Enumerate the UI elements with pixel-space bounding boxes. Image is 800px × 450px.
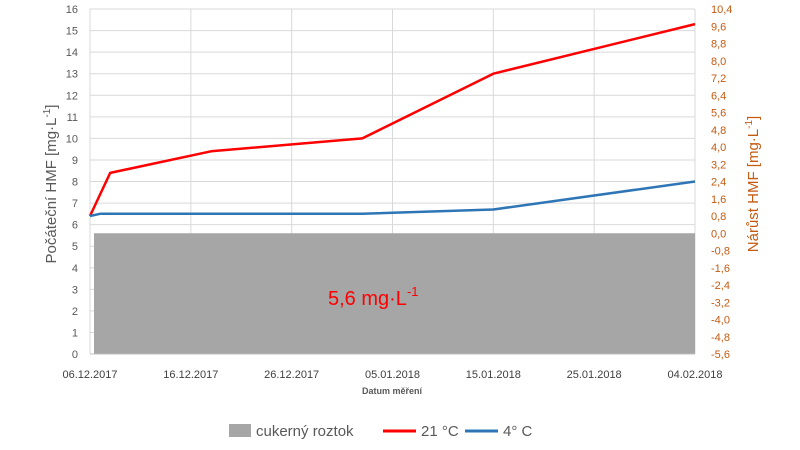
tick-label-right: -1,6 xyxy=(711,263,730,275)
tick-label-x: 15.01.2018 xyxy=(466,369,521,381)
tick-label-right: -4,8 xyxy=(711,332,730,344)
tick-label-x: 04.02.2018 xyxy=(667,369,722,381)
x-axis-title: Datum měření xyxy=(362,386,423,396)
tick-label-right: 0,8 xyxy=(711,211,726,223)
tick-label-left: 16 xyxy=(66,4,78,16)
legend-label-area: cukerný roztok xyxy=(256,423,354,440)
tick-label-left: 10 xyxy=(66,133,78,145)
tick-label-right: 6,4 xyxy=(711,90,726,102)
tick-label-left: 1 xyxy=(72,327,78,339)
tick-label-x: 25.01.2018 xyxy=(567,369,622,381)
legend-label-4c: 4° C xyxy=(503,423,533,440)
tick-label-right: 10,4 xyxy=(711,4,732,16)
legend-swatch-area xyxy=(229,424,251,437)
legend: cukerný roztok 21 °C 4° C xyxy=(229,423,533,440)
legend-label-21c: 21 °C xyxy=(421,423,459,440)
tick-label-left: 2 xyxy=(72,306,78,318)
tick-label-right: 0,0 xyxy=(711,228,726,240)
tick-label-right: 8,8 xyxy=(711,39,726,51)
right-axis-ticks: -5,6 -4,8 -4,0 -3,2 -2,4 -1,6 -0,8 0,0 0,8 1,6 2,4… xyxy=(711,4,732,361)
tick-label-left: 3 xyxy=(72,284,78,296)
tick-label-right: 8,0 xyxy=(711,56,726,68)
tick-label-x: 06.12.2017 xyxy=(62,369,117,381)
tick-label-left: 4 xyxy=(72,263,78,275)
tick-label-right: -5,6 xyxy=(711,349,730,361)
tick-label-right: -2,4 xyxy=(711,280,730,292)
tick-label-right: 1,6 xyxy=(711,194,726,206)
tick-label-x: 05.01.2018 xyxy=(365,369,420,381)
tick-label-right: 2,4 xyxy=(711,177,726,189)
tick-label-right: 5,6 xyxy=(711,108,726,120)
left-axis-title: Počáteční HMF [mg·L-1] xyxy=(42,105,60,264)
sugar-solution-area xyxy=(94,233,695,354)
area-value-label: 5,6 mg·L-1 xyxy=(328,284,419,310)
tick-label-left: 11 xyxy=(67,112,78,124)
series-lines xyxy=(88,22,696,218)
tick-label-left: 13 xyxy=(66,69,78,81)
tick-label-right: 4,8 xyxy=(711,125,726,137)
tick-label-right: 9,6 xyxy=(711,21,726,33)
tick-label-left: 12 xyxy=(66,90,78,102)
tick-label-right: 7,2 xyxy=(711,73,726,85)
tick-label-left: 8 xyxy=(72,177,78,189)
area-sugar-solution xyxy=(94,233,695,354)
tick-label-left: 15 xyxy=(66,26,78,38)
tick-label-left: 9 xyxy=(72,155,78,167)
tick-label-right: -4,0 xyxy=(711,315,730,327)
tick-label-right: -0,8 xyxy=(711,246,730,258)
tick-label-right: -3,2 xyxy=(711,297,730,309)
tick-label-left: 14 xyxy=(66,47,78,59)
series-line-0 xyxy=(88,22,696,217)
tick-label-left: 6 xyxy=(72,220,78,232)
series-line-1 xyxy=(89,180,696,218)
tick-label-x: 16.12.2017 xyxy=(163,369,218,381)
tick-label-right: 3,2 xyxy=(711,159,726,171)
tick-label-right: 4,0 xyxy=(711,142,726,154)
tick-label-left: 0 xyxy=(72,349,78,361)
tick-label-x: 26.12.2017 xyxy=(264,369,319,381)
x-axis-ticks: 06.12.2017 16.12.2017 26.12.2017 05.01.2018… xyxy=(62,369,722,381)
tick-label-left: 7 xyxy=(72,198,78,210)
right-axis-title: Nárůst HMF [mg·L-1] xyxy=(744,116,762,252)
tick-label-left: 5 xyxy=(72,241,78,253)
